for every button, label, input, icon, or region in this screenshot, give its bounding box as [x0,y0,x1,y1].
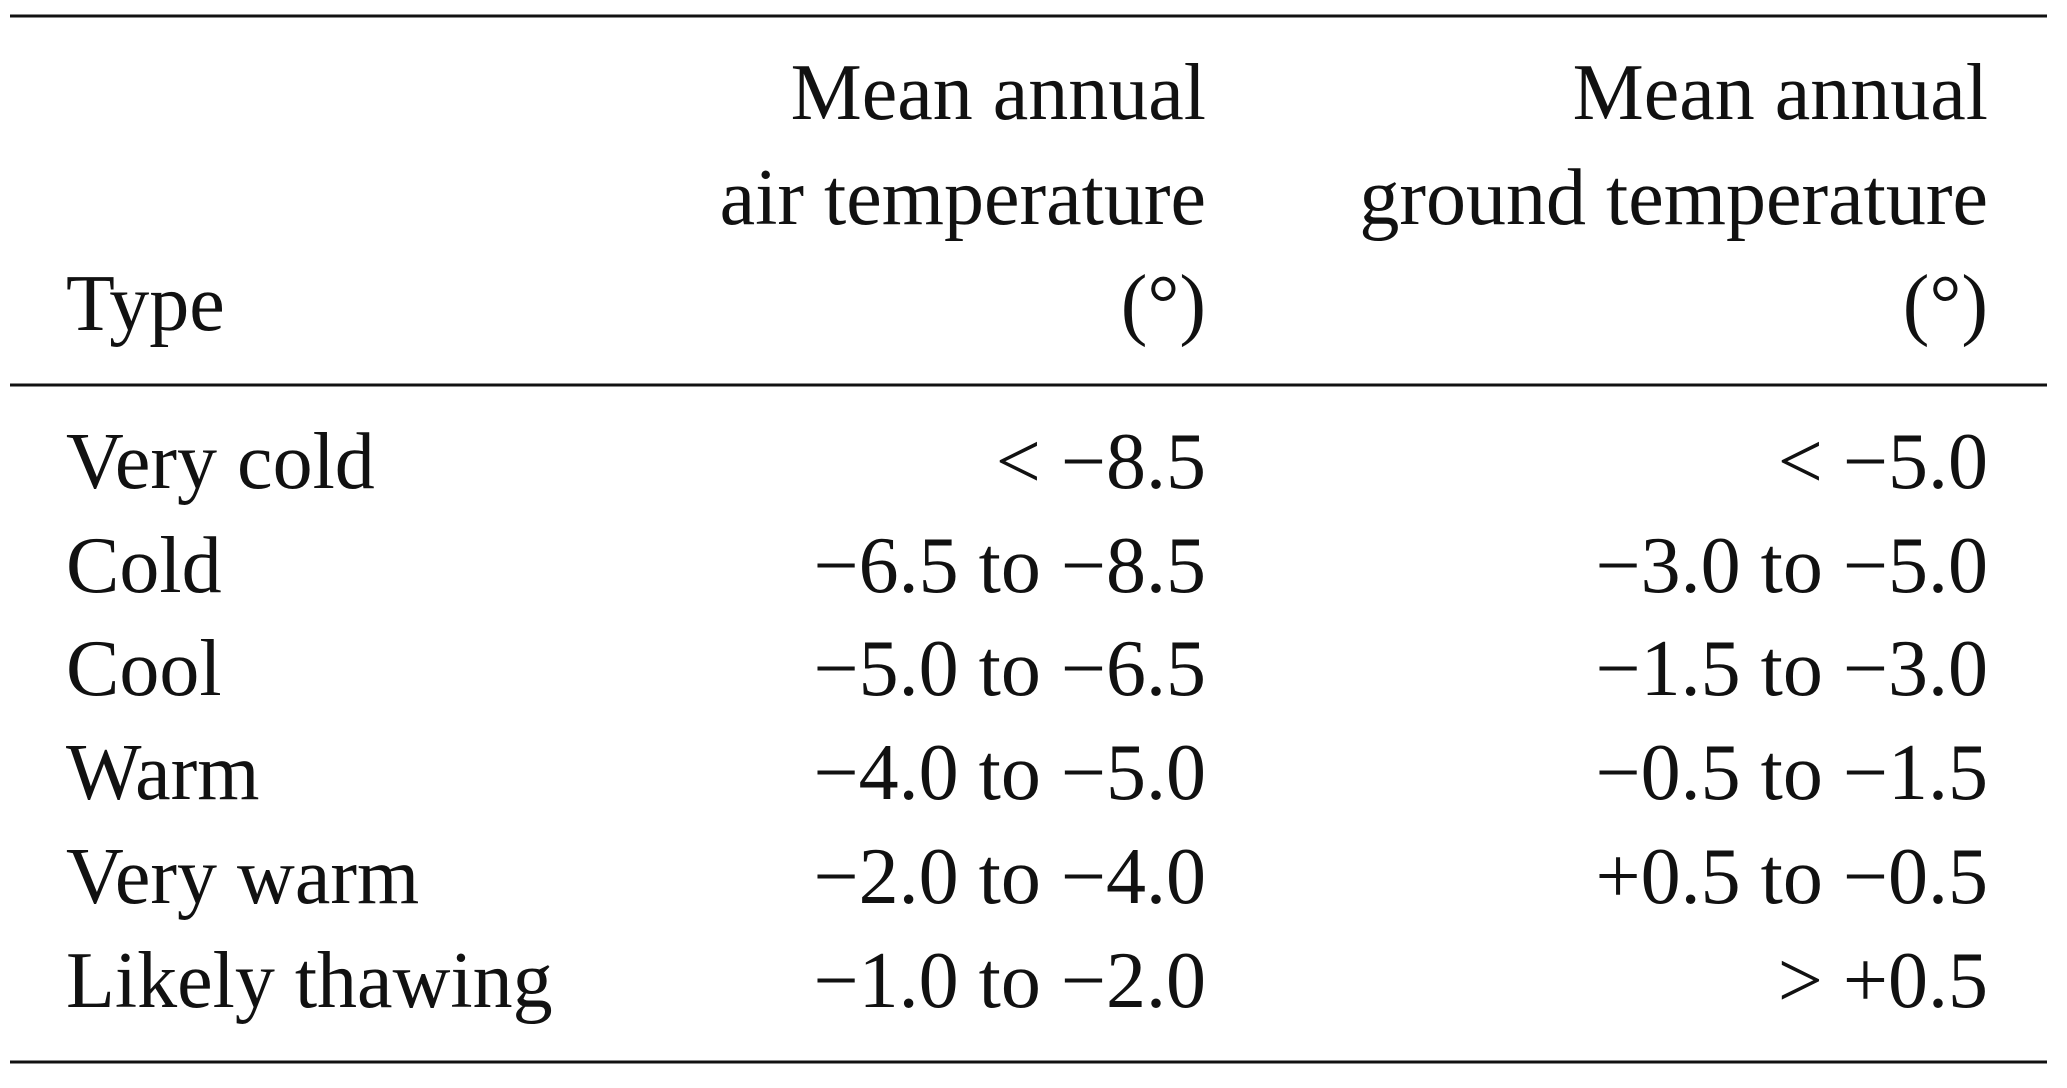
header-cell: (°) [1121,260,1206,348]
table-cell: −6.5 to −8.5 [814,522,1206,610]
table-cell: < −8.5 [996,418,1206,506]
table-cell: −1.5 to −3.0 [1596,625,1988,713]
table-cell: Warm [66,729,259,817]
header-cell: ground temperature [1359,154,1988,242]
table-cell: Cool [66,625,222,713]
table-cell: Very cold [66,418,375,506]
header-cell: air temperature [720,154,1206,242]
table-cell: −4.0 to −5.0 [814,729,1206,817]
table-cell: −2.0 to −4.0 [814,833,1206,921]
table-cell: −1.0 to −2.0 [814,937,1206,1025]
table-cell: −5.0 to −6.5 [814,625,1206,713]
table-cell: −0.5 to −1.5 [1596,729,1988,817]
table-cell: +0.5 to −0.5 [1596,833,1988,921]
header-cell: Type [66,260,225,348]
table-cell: −3.0 to −5.0 [1596,522,1988,610]
header-cell: Mean annual [791,49,1206,137]
table-cell: Likely thawing [66,937,553,1025]
table-cell: Very warm [66,833,419,921]
header-cell: (°) [1903,260,1988,348]
header-cell: Mean annual [1573,49,1988,137]
table-cell: > +0.5 [1778,937,1988,1025]
table-cell: Cold [66,522,222,610]
table-cell: < −5.0 [1778,418,1988,506]
